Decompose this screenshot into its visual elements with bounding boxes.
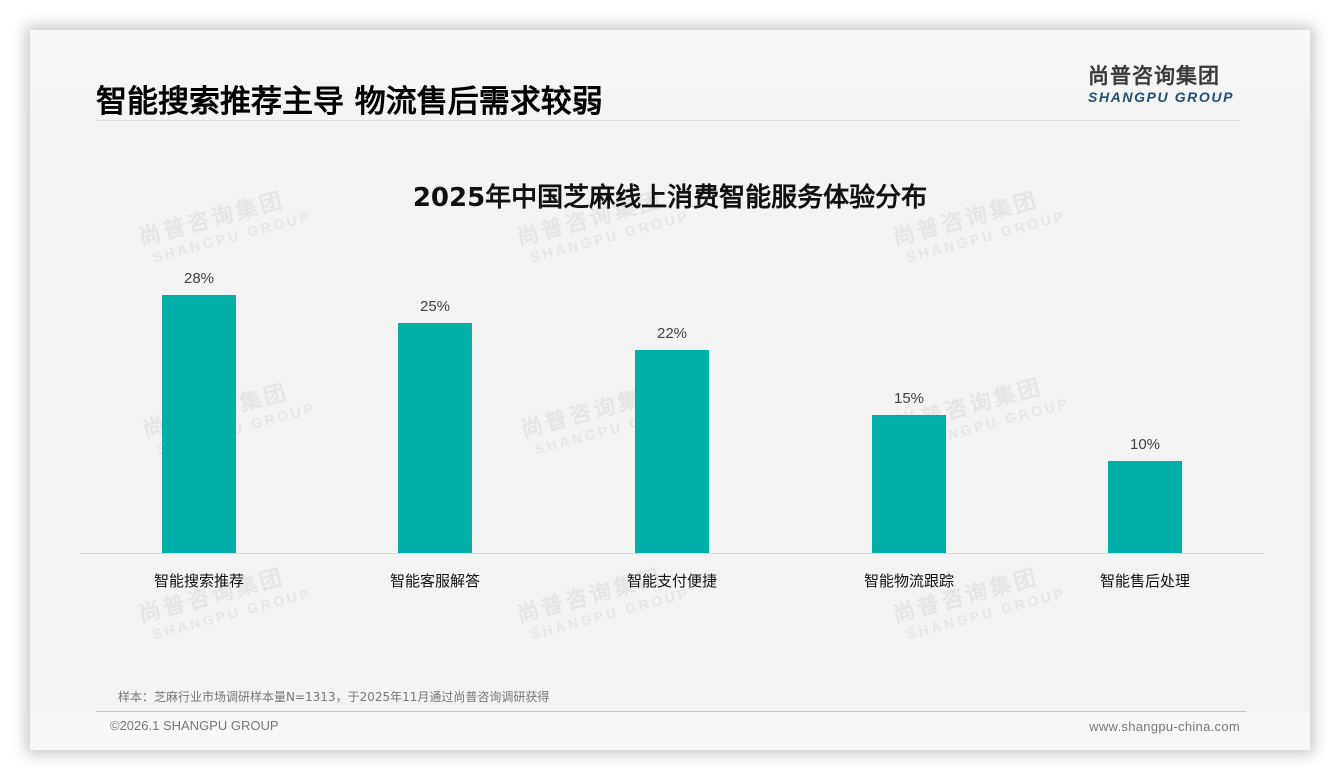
bar-chart: 28% 25% 22% 15% 10% xyxy=(80,230,1264,554)
category-label: 智能支付便捷 xyxy=(626,572,717,590)
category-label: 智能搜索推荐 xyxy=(153,572,244,590)
bar xyxy=(635,350,709,553)
title-divider xyxy=(96,120,1240,121)
category-label: 智能售后处理 xyxy=(1099,572,1190,590)
data-label: 15% xyxy=(893,390,925,407)
slide: 尚普咨询集团 SHANGPU GROUP 尚普咨询集团 SHANGPU GROUP … xyxy=(30,30,1310,750)
footer-divider xyxy=(96,711,1246,712)
data-label: 25% xyxy=(419,298,451,315)
x-axis-line xyxy=(80,553,1264,554)
footer-band xyxy=(30,712,1310,750)
website-link[interactable]: www.shangpu-china.com xyxy=(1089,719,1240,734)
data-label: 22% xyxy=(656,325,688,342)
category-label: 智能物流跟踪 xyxy=(863,572,954,590)
page-title: 智能搜索推荐主导 物流售后需求较弱 xyxy=(96,84,603,120)
logo-chinese-text: 尚普咨询集团 xyxy=(1088,64,1220,88)
bar xyxy=(398,323,472,553)
bar xyxy=(162,295,236,553)
bar xyxy=(1108,461,1182,553)
bar xyxy=(872,415,946,553)
chart-title: 2025年中国芝麻线上消费智能服务体验分布 xyxy=(412,183,928,213)
copyright-text: ©2026.1 SHANGPU GROUP xyxy=(110,718,279,733)
company-logo: 尚普咨询集团 SHANGPU GROUP xyxy=(1088,64,1248,105)
sample-note: 样本：芝麻行业市场调研样本量N=1313，于2025年11月通过尚普咨询调研获得 xyxy=(118,690,550,704)
category-label: 智能客服解答 xyxy=(389,572,480,590)
header-band xyxy=(30,30,1310,120)
data-label: 28% xyxy=(183,270,215,287)
data-label: 10% xyxy=(1129,436,1161,453)
logo-english-text: SHANGPU GROUP xyxy=(1088,89,1235,105)
